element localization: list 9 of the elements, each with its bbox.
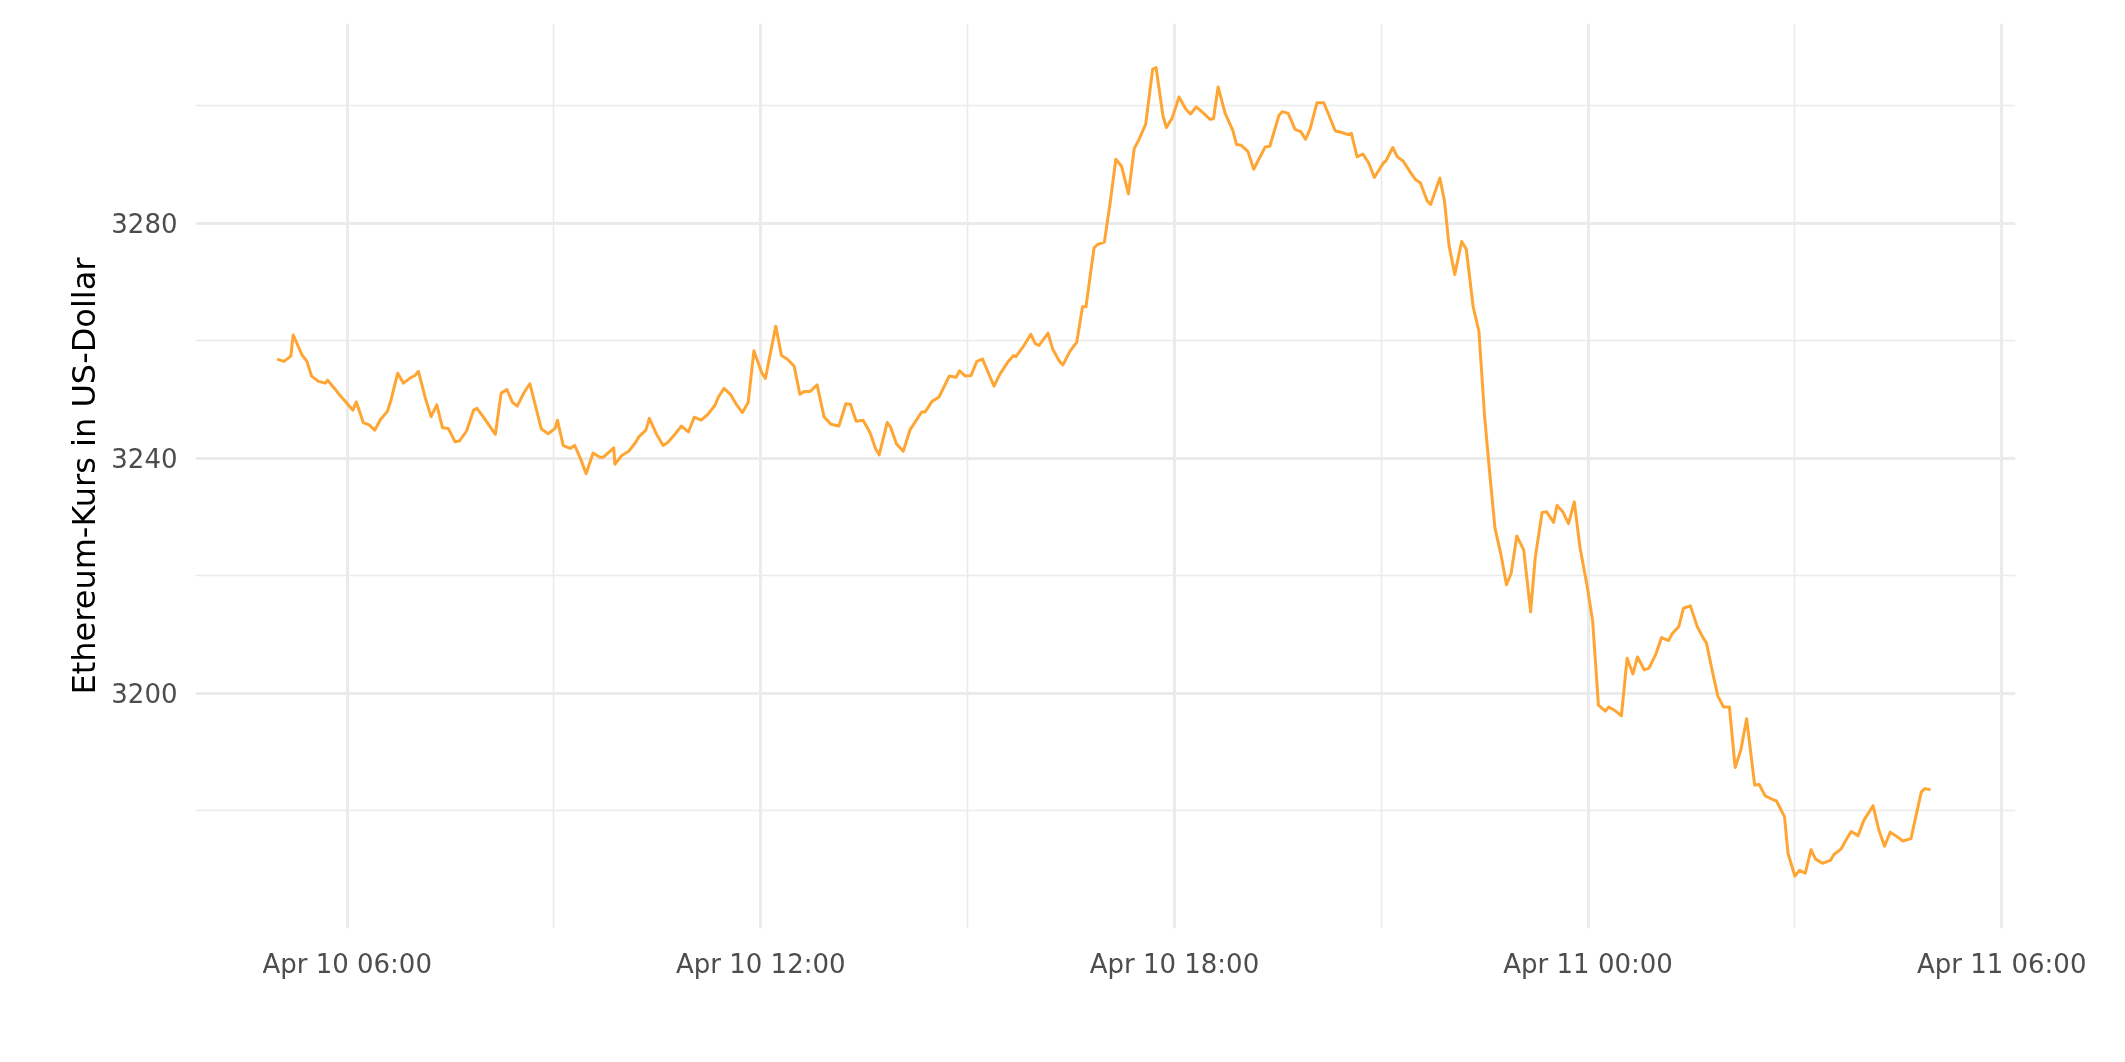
x-tick-label: Apr 10 06:00: [262, 948, 432, 979]
x-tick-label: Apr 10 18:00: [1089, 948, 1260, 979]
x-tick-label: Apr 11 00:00: [1503, 948, 1673, 979]
y-axis-title: Ethereum-Kurs in US-Dollar: [65, 256, 104, 695]
x-tick-label: Apr 11 06:00: [1916, 948, 2087, 979]
x-tick-label: Apr 10 12:00: [676, 948, 846, 979]
y-tick-label: 3200: [111, 679, 178, 710]
y-tick-label: 3280: [111, 209, 178, 240]
y-tick-label: 3240: [111, 444, 178, 475]
